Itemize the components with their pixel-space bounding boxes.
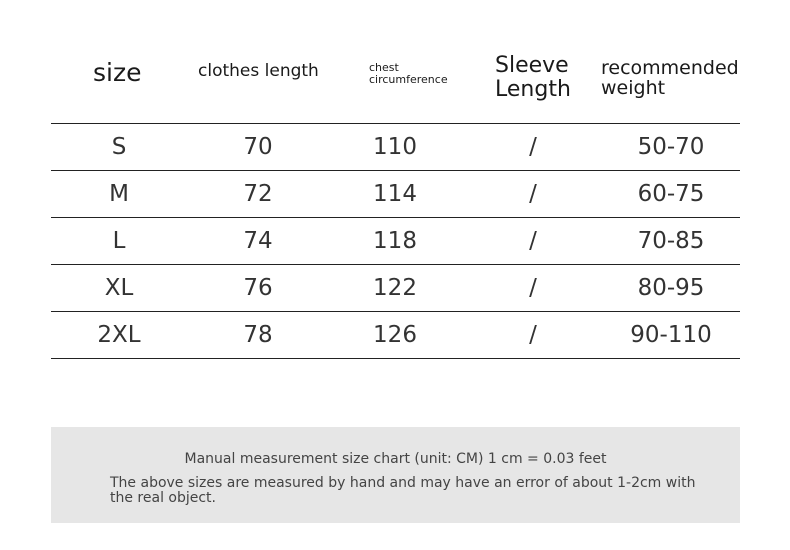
divider xyxy=(51,358,740,359)
cell-size: XL xyxy=(104,275,134,301)
cell-weight: 70-85 xyxy=(637,228,705,254)
cell-size: M xyxy=(109,181,129,207)
cell-clothes-length: 78 xyxy=(243,322,273,348)
cell-sleeve: / xyxy=(529,322,537,348)
cell-size: L xyxy=(112,228,126,254)
cell-weight: 60-75 xyxy=(637,181,705,207)
cell-chest: 118 xyxy=(373,228,417,254)
cell-clothes-length: 74 xyxy=(243,228,273,254)
cell-chest: 126 xyxy=(373,322,417,348)
header-clothes-length: clothes length xyxy=(198,61,319,81)
divider xyxy=(51,170,740,171)
cell-size: S xyxy=(111,134,127,160)
cell-clothes-length: 72 xyxy=(243,181,273,207)
header-chest-1: chest xyxy=(369,61,399,74)
header-chest-2: circumference xyxy=(369,73,448,86)
measurement-note: Manual measurement size chart (unit: CM)… xyxy=(51,427,740,523)
divider xyxy=(51,217,740,218)
cell-sleeve: / xyxy=(529,134,537,160)
cell-weight: 50-70 xyxy=(637,134,705,160)
divider xyxy=(51,311,740,312)
cell-sleeve: / xyxy=(529,181,537,207)
cell-chest: 122 xyxy=(373,275,417,301)
header-weight-2: weight xyxy=(601,77,666,99)
cell-sleeve: / xyxy=(529,228,537,254)
cell-chest: 110 xyxy=(373,134,417,160)
cell-weight: 80-95 xyxy=(637,275,705,301)
header-sleeve-1: Sleeve xyxy=(495,53,569,78)
note-disclaimer: The above sizes are measured by hand and… xyxy=(110,475,696,506)
cell-weight: 90-110 xyxy=(630,322,712,348)
header-size: size xyxy=(93,58,142,87)
note-unit: Manual measurement size chart (unit: CM)… xyxy=(184,451,607,467)
divider xyxy=(51,123,740,124)
divider xyxy=(51,264,740,265)
cell-size: 2XL xyxy=(97,322,141,348)
cell-clothes-length: 70 xyxy=(243,134,273,160)
cell-clothes-length: 76 xyxy=(243,275,273,301)
cell-sleeve: / xyxy=(529,275,537,301)
cell-chest: 114 xyxy=(373,181,417,207)
header-weight-1: recommended xyxy=(601,57,739,79)
header-sleeve-2: Length xyxy=(495,77,571,102)
